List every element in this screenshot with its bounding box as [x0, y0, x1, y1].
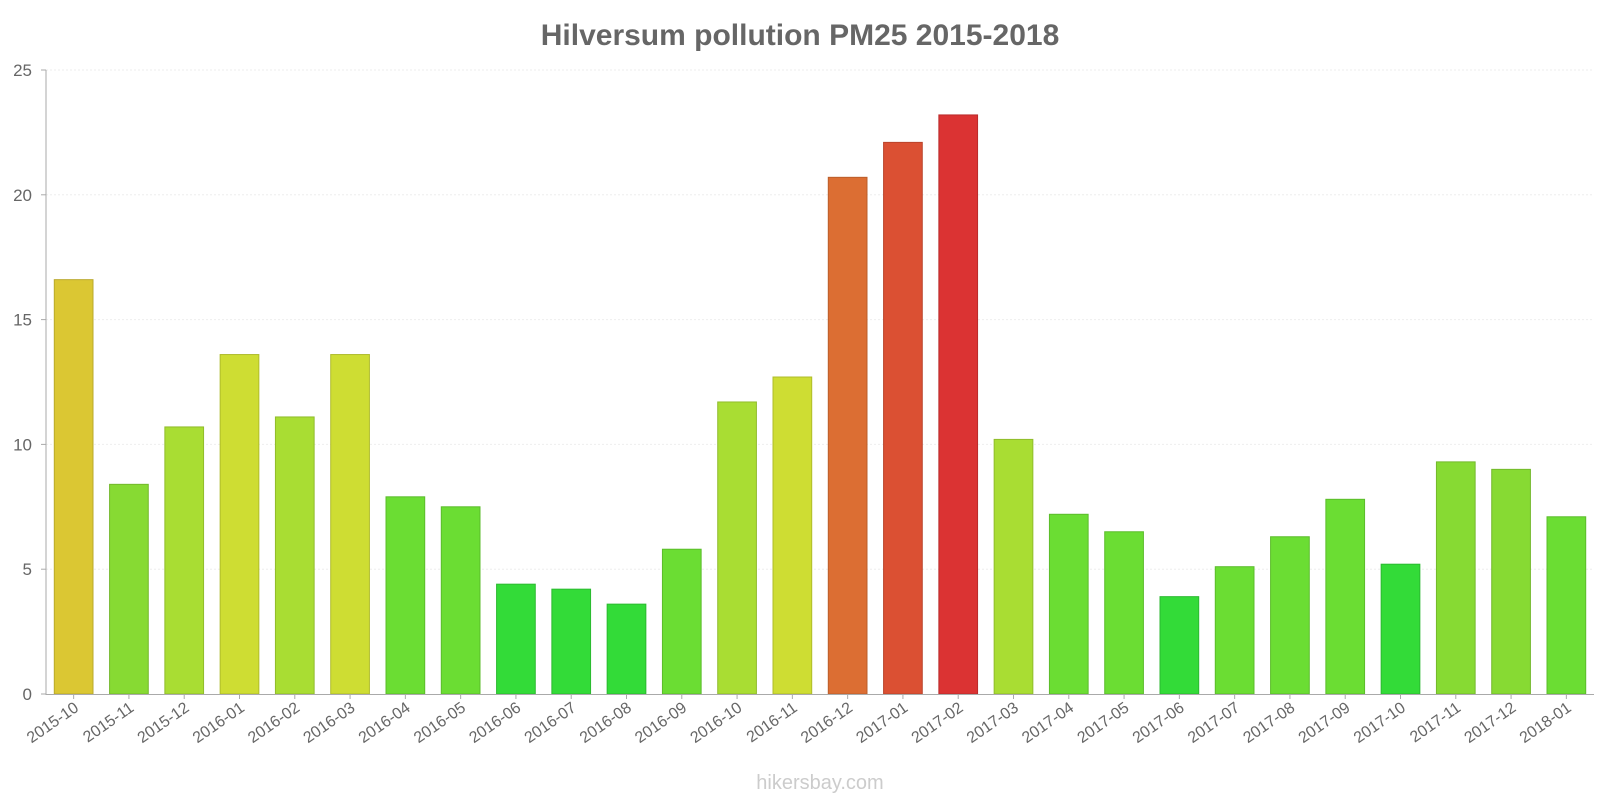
bar-2016-07 — [551, 588, 592, 695]
bar-2016-02 — [274, 416, 315, 695]
bar-2016-11 — [772, 376, 813, 695]
x-tick-label: 2016-02 — [245, 699, 303, 747]
x-tick-label: 2017-03 — [964, 699, 1022, 747]
y-tick-label: 15 — [13, 311, 32, 330]
bar-2015-11 — [109, 483, 149, 695]
x-tick-label: 2016-08 — [577, 699, 635, 747]
x-tick-label: 2017-10 — [1351, 699, 1409, 747]
bar-2016-05 — [440, 506, 481, 695]
x-tick-label: 2016-09 — [632, 699, 690, 747]
x-tick-label: 2016-11 — [744, 699, 801, 746]
x-tick-label: 2018-01 — [1517, 699, 1575, 747]
bar-2017-02 — [938, 114, 979, 695]
bar-2016-03 — [330, 354, 370, 695]
watermark-text: hikersbay.com — [756, 772, 883, 794]
bar-2017-01 — [883, 141, 923, 695]
x-tick-label: 2017-07 — [1185, 699, 1243, 747]
x-tick-label: 2017-01 — [853, 699, 911, 747]
x-tick-label: 2015-12 — [135, 699, 193, 747]
y-tick-label: 25 — [13, 61, 32, 80]
y-tick-labels: 0 5 10 15 20 25 — [13, 61, 46, 704]
chart-title: Hilversum pollution PM25 2015-2018 — [541, 19, 1060, 52]
bar-2017-11 — [1435, 461, 1476, 695]
bar-2016-06 — [496, 583, 536, 695]
x-tick-label: 2016-01 — [190, 699, 248, 747]
bar-2015-10 — [53, 279, 94, 695]
x-tick-label: 2015-10 — [24, 699, 82, 747]
bars — [53, 114, 1587, 695]
x-tick-label: 2016-04 — [356, 699, 414, 747]
x-tick-label: 2016-07 — [522, 699, 580, 747]
x-tick-label: 2016-06 — [466, 699, 524, 747]
bar-2016-10 — [717, 401, 757, 695]
bar-2017-03 — [993, 438, 1034, 695]
bar-2016-12 — [827, 176, 868, 695]
x-tick-label: 2016-12 — [798, 699, 856, 747]
x-tick-label: 2017-08 — [1240, 699, 1298, 747]
bar-2018-01 — [1546, 516, 1587, 695]
bar-2016-01 — [219, 354, 260, 695]
bar-2016-04 — [385, 496, 426, 695]
y-tick-label: 10 — [13, 435, 32, 454]
x-tick-label: 2017-09 — [1296, 699, 1354, 747]
bar-2016-09 — [661, 548, 702, 695]
x-tick-label: 2016-05 — [411, 699, 469, 747]
bar-2017-04 — [1048, 513, 1089, 695]
bar-2017-05 — [1104, 531, 1144, 695]
bar-2015-12 — [164, 426, 205, 695]
x-tick-label: 2017-11 — [1407, 699, 1464, 746]
bar-2017-07 — [1214, 566, 1255, 695]
x-tick-label: 2016-10 — [688, 699, 746, 747]
x-tick-label: 2017-06 — [1130, 699, 1188, 747]
bar-2017-09 — [1325, 498, 1366, 695]
x-tick-label: 2017-02 — [909, 699, 967, 747]
x-tick-label: 2016-03 — [301, 699, 359, 747]
x-tick-label: 2015-11 — [80, 699, 137, 746]
bar-2017-12 — [1491, 468, 1531, 695]
x-tick-labels: 2015-102015-112015-122016-012016-022016-… — [24, 694, 1575, 747]
y-tick-label: 5 — [23, 560, 32, 579]
y-tick-label: 20 — [13, 186, 32, 205]
y-tick-label: 0 — [23, 685, 32, 704]
bar-2017-06 — [1159, 596, 1200, 695]
x-tick-label: 2017-12 — [1462, 699, 1520, 747]
x-tick-label: 2017-05 — [1075, 699, 1133, 747]
bar-2017-10 — [1380, 563, 1421, 695]
axes — [45, 70, 1594, 695]
bar-2017-08 — [1270, 536, 1310, 695]
x-tick-label: 2017-04 — [1019, 699, 1077, 747]
bar-2016-08 — [606, 603, 647, 695]
